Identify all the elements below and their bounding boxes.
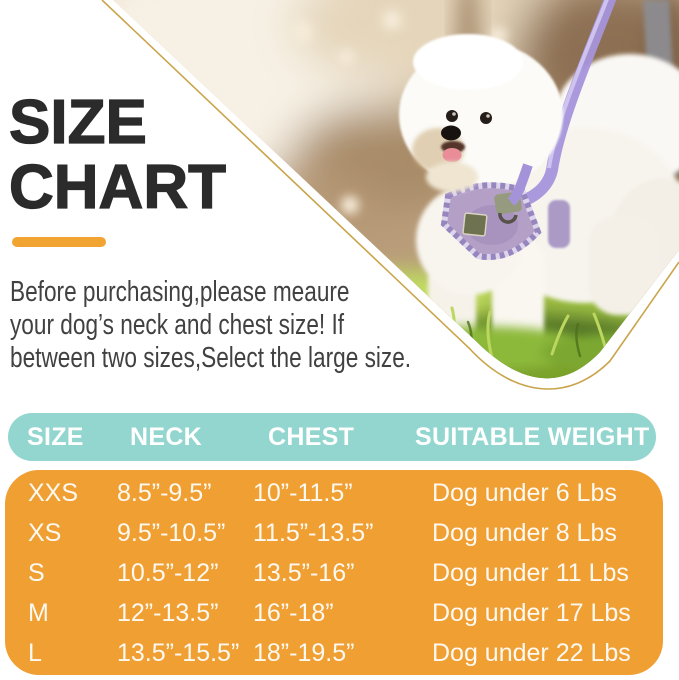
size-table-body: XXS 8.5”-9.5” 10”-11.5” Dog under 6 Lbs … bbox=[5, 470, 663, 675]
page-title: SIZE CHART bbox=[8, 88, 226, 222]
dog-face bbox=[441, 110, 492, 162]
intro-line-2: your dog’s neck and chest size! If bbox=[10, 309, 345, 341]
cell-neck: 10.5”-12” bbox=[117, 558, 219, 587]
dog-photo bbox=[101, 0, 679, 390]
cell-chest: 13.5”-16” bbox=[253, 558, 355, 587]
cell-neck: 8.5”-9.5” bbox=[117, 478, 212, 507]
intro-text: Before purchasing,please meaure your dog… bbox=[10, 276, 411, 375]
column-header-chest: CHEST bbox=[268, 422, 355, 451]
cell-size: L bbox=[28, 638, 42, 667]
harness bbox=[440, 182, 570, 260]
intro-line-1: Before purchasing,please meaure bbox=[10, 276, 350, 308]
table-row: XXS 8.5”-9.5” 10”-11.5” Dog under 6 Lbs bbox=[5, 473, 663, 513]
photo-gold-outline bbox=[101, 0, 679, 390]
cell-size: XS bbox=[28, 518, 62, 547]
table-row: M 12”-13.5” 16”-18” Dog under 17 Lbs bbox=[5, 593, 663, 633]
table-row: L 13.5”-15.5” 18”-19.5” Dog under 22 Lbs bbox=[5, 633, 663, 673]
cell-chest: 16”-18” bbox=[253, 598, 334, 627]
cell-neck: 12”-13.5” bbox=[117, 598, 219, 627]
harness-label bbox=[462, 212, 488, 237]
title-underline bbox=[12, 237, 106, 247]
cell-chest: 11.5”-13.5” bbox=[253, 518, 374, 547]
cell-weight: Dog under 22 Lbs bbox=[432, 638, 631, 667]
dog-body bbox=[416, 54, 679, 356]
column-header-size: SIZE bbox=[27, 422, 84, 451]
cell-weight: Dog under 11 Lbs bbox=[432, 558, 629, 587]
cell-size: S bbox=[28, 558, 45, 587]
cell-chest: 18”-19.5” bbox=[253, 638, 355, 667]
intro-line-3: between two sizes,Select the large size. bbox=[10, 342, 412, 374]
cell-weight: Dog under 8 Lbs bbox=[432, 518, 617, 547]
cell-weight: Dog under 17 Lbs bbox=[432, 598, 631, 627]
title-line-1: SIZE bbox=[8, 88, 147, 157]
cell-size: M bbox=[28, 598, 49, 627]
cell-weight: Dog under 6 Lbs bbox=[432, 478, 617, 507]
tongue bbox=[442, 148, 462, 162]
table-row: XS 9.5”-10.5” 11.5”-13.5” Dog under 8 Lb… bbox=[5, 513, 663, 553]
column-header-weight: SUITABLE WEIGHT bbox=[415, 422, 650, 451]
d-ring bbox=[498, 212, 518, 224]
title-line-2: CHART bbox=[8, 153, 226, 222]
cell-chest: 10”-11.5” bbox=[253, 478, 353, 507]
table-row: S 10.5”-12” 13.5”-16” Dog under 11 Lbs bbox=[5, 553, 663, 593]
chin-fluff bbox=[426, 162, 478, 192]
column-header-neck: NECK bbox=[130, 422, 203, 451]
leash-clip-end bbox=[507, 163, 533, 206]
cell-neck: 13.5”-15.5” bbox=[117, 638, 240, 667]
cell-neck: 9.5”-10.5” bbox=[117, 518, 226, 547]
cell-size: XXS bbox=[28, 478, 79, 507]
size-table-header: SIZE NECK CHEST SUITABLE WEIGHT bbox=[8, 413, 656, 461]
